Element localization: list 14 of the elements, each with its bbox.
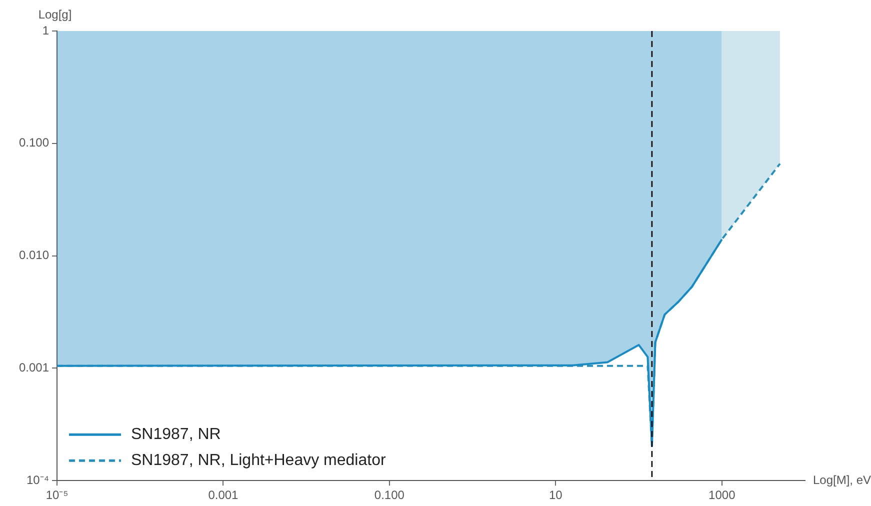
legend-label: SN1987, NR <box>131 426 221 444</box>
x-tick-label: 10⁻⁵ <box>46 488 68 502</box>
x-axis-title: Log[M], eV <box>813 472 871 487</box>
x-tick-label: 1000 <box>708 488 736 502</box>
x-tick-label: 0.001 <box>208 488 239 502</box>
y-tick-label: 0.100 <box>18 136 50 150</box>
y-axis-title: Log[g] <box>38 7 72 22</box>
legend-label: SN1987, NR, Light+Heavy mediator <box>131 452 386 470</box>
y-tick-label: 0.010 <box>18 248 50 262</box>
y-tick-label: 1 <box>42 23 50 38</box>
y-tick-label: 10⁻⁴ <box>26 472 49 487</box>
y-tick-label: 0.001 <box>18 360 50 375</box>
x-tick-label: 10 <box>548 488 563 502</box>
x-tick-label: 0.100 <box>374 488 405 502</box>
